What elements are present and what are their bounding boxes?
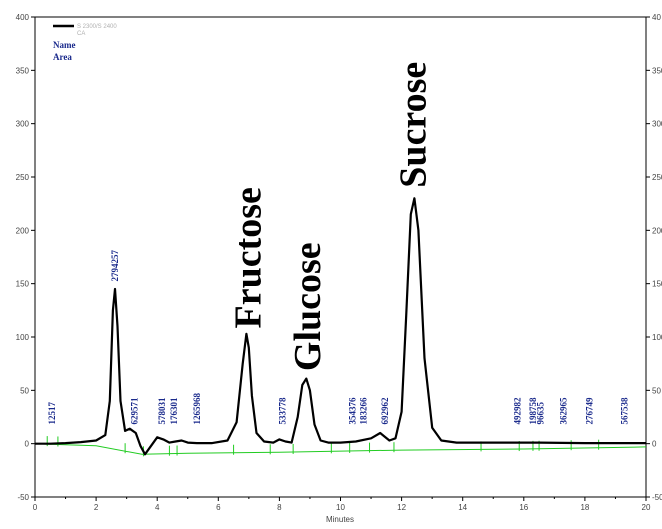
y-tick-label: 50: [20, 386, 29, 395]
area-label: 492982: [513, 397, 523, 425]
right-y-tick-label: 300: [652, 120, 662, 129]
x-tick-label: 2: [94, 503, 99, 512]
x-axis-title: Minutes: [326, 515, 354, 524]
y-tick-label: -50: [17, 493, 29, 502]
trace-layer: [35, 197, 646, 456]
area-label: 567538: [620, 397, 630, 425]
y-tick-label: 150: [16, 280, 30, 289]
area-label: 1265968: [192, 393, 202, 425]
right-y-tick-label: 350: [652, 66, 662, 75]
baseline-series: [34, 443, 647, 455]
right-y-tick-label: 150: [652, 280, 662, 289]
area-labels: 12517 2794257 629571 578031 176301 1265968 533…: [47, 250, 630, 425]
area-label: 96635: [536, 402, 546, 425]
x-tick-label: 4: [155, 503, 160, 512]
legend-area-label: Area: [53, 52, 72, 62]
x-tick-label: 10: [336, 503, 345, 512]
baseline-layer: [34, 443, 647, 455]
peak-name-label: Fructose: [227, 187, 269, 328]
y-tick-label: 250: [16, 173, 30, 182]
x-tick-label: 20: [642, 503, 651, 512]
legend-series-label: S 2300/S 2400: [77, 24, 117, 30]
area-label: 12517: [47, 402, 57, 425]
legend-name-label: Name: [53, 40, 76, 50]
area-label: 354376: [348, 397, 358, 425]
x-tick-label: 8: [277, 503, 282, 512]
right-y-tick-label: 100: [652, 333, 662, 342]
x-tick-label: 0: [33, 503, 38, 512]
area-label: 533778: [278, 397, 288, 425]
peak-name-label: Sucrose: [392, 62, 434, 188]
y-tick-label: 300: [16, 120, 30, 129]
legend: S 2300/S 2400 CA Name Area: [53, 24, 117, 62]
y-tick-label: 350: [16, 66, 30, 75]
area-label: 276749: [585, 397, 595, 425]
area-label: 629571: [129, 397, 139, 425]
integration-marks: [46, 436, 600, 457]
area-label: 198758: [528, 397, 538, 425]
right-y-tick-label: -50: [652, 493, 662, 502]
area-label: 2794257: [110, 250, 120, 282]
right-y-tick-label: 50: [652, 386, 661, 395]
y-tick-label: 0: [25, 440, 30, 449]
legend-series-sublabel: CA: [77, 31, 85, 37]
peak-names: Fructose Glucose Sucrose: [227, 62, 434, 371]
x-tick-label: 12: [397, 503, 406, 512]
area-label: 578031: [157, 397, 167, 425]
area-label: 176301: [169, 397, 179, 425]
x-tick-label: 14: [458, 503, 467, 512]
axis-ticks: 02468101214161820-50-5000505010010015015…: [16, 13, 662, 512]
area-label: 362965: [559, 397, 569, 425]
right-y-tick-label: 200: [652, 226, 662, 235]
chromatogram-series: [35, 197, 646, 456]
right-y-tick-label: 250: [652, 173, 662, 182]
x-tick-label: 16: [519, 503, 528, 512]
x-tick-label: 6: [216, 503, 221, 512]
right-y-tick-label: 40: [652, 13, 661, 22]
y-tick-label: 100: [16, 333, 30, 342]
x-tick-label: 18: [580, 503, 589, 512]
plot-frame: [34, 16, 647, 498]
area-label: 692962: [380, 397, 390, 425]
right-y-tick-label: 0: [652, 440, 657, 449]
peak-name-label: Glucose: [287, 242, 329, 371]
area-label: 183266: [358, 397, 368, 425]
y-tick-label: 200: [16, 226, 30, 235]
y-tick-label: 400: [16, 13, 30, 22]
